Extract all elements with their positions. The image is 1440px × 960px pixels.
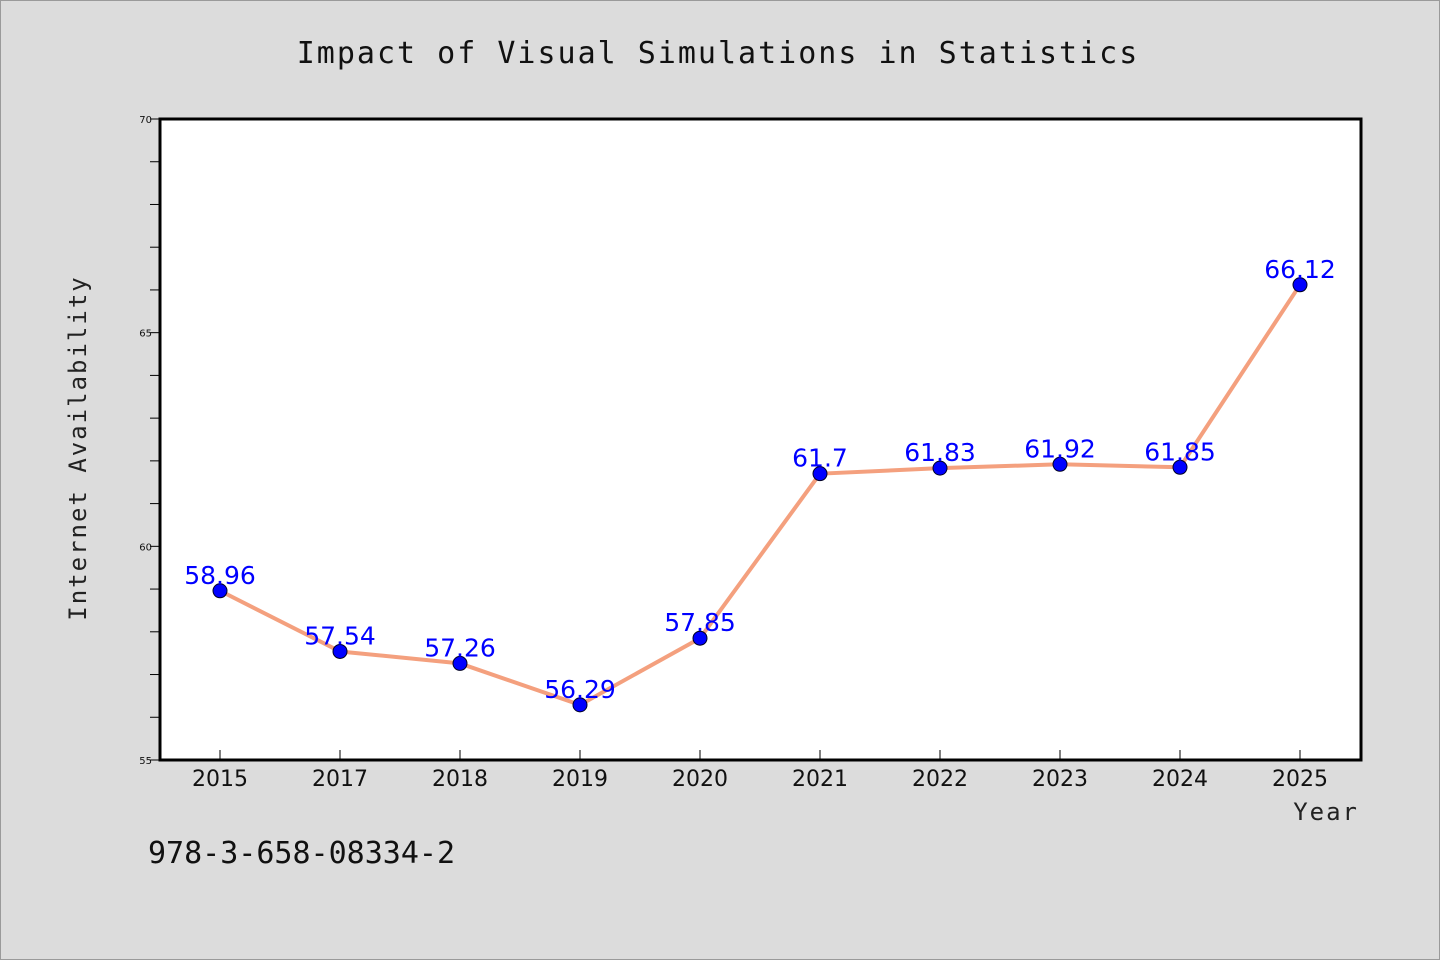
chart-title: Impact of Visual Simulations in Statisti… — [297, 36, 1140, 71]
data-label: 57.26 — [424, 633, 496, 662]
data-point — [812, 466, 828, 482]
x-tick-label: 2017 — [312, 767, 368, 792]
data-point — [452, 655, 468, 671]
y-tick-label: 60 — [139, 542, 152, 553]
data-point — [1052, 456, 1068, 472]
data-point — [1172, 459, 1188, 475]
y-tick-label: 65 — [139, 329, 152, 340]
x-tick-label: 2023 — [1032, 767, 1088, 792]
x-tick-label: 2021 — [792, 767, 848, 792]
y-axis-ticks: 55 60 65 70 — [139, 115, 160, 767]
data-label: 61.7 — [792, 444, 848, 473]
data-markers — [212, 277, 1308, 713]
data-point — [932, 460, 948, 476]
x-axis-ticks: 2015 2017 2018 2019 2020 2021 2022 2023 2024 2025 — [192, 750, 1328, 792]
y-tick-label: 70 — [139, 115, 152, 126]
data-label: 57.85 — [664, 608, 736, 637]
data-point — [1292, 277, 1308, 293]
data-labels: 58.96 57.54 57.26 56.29 57.85 61.7 61.83 61.92 6… — [184, 255, 1336, 704]
data-point — [332, 643, 348, 659]
x-tick-label: 2019 — [552, 767, 608, 792]
data-point — [572, 697, 588, 713]
data-label: 61.83 — [904, 438, 976, 467]
data-point — [212, 583, 228, 599]
data-label: 66.12 — [1264, 255, 1336, 284]
x-tick-label: 2020 — [672, 767, 728, 792]
series-line — [219, 283, 1302, 707]
data-point — [692, 630, 708, 646]
data-label: 56.29 — [544, 675, 616, 704]
x-tick-label: 2018 — [432, 767, 488, 792]
x-tick-label: 2015 — [192, 767, 248, 792]
isbn-footnote: 978-3-658-08334-2 — [148, 836, 455, 871]
data-label: 61.92 — [1024, 434, 1096, 463]
x-tick-label: 2024 — [1152, 767, 1208, 792]
y-tick-label: 55 — [139, 756, 152, 767]
data-label: 58.96 — [184, 561, 256, 590]
data-label: 61.85 — [1144, 437, 1216, 466]
x-tick-label: 2025 — [1272, 767, 1328, 792]
y-axis-title: Internet Availability — [64, 275, 92, 620]
data-label: 57.54 — [304, 621, 376, 650]
series-line-group — [219, 283, 1302, 707]
x-tick-label: 2022 — [912, 767, 968, 792]
x-axis-title: Year — [1293, 798, 1359, 826]
